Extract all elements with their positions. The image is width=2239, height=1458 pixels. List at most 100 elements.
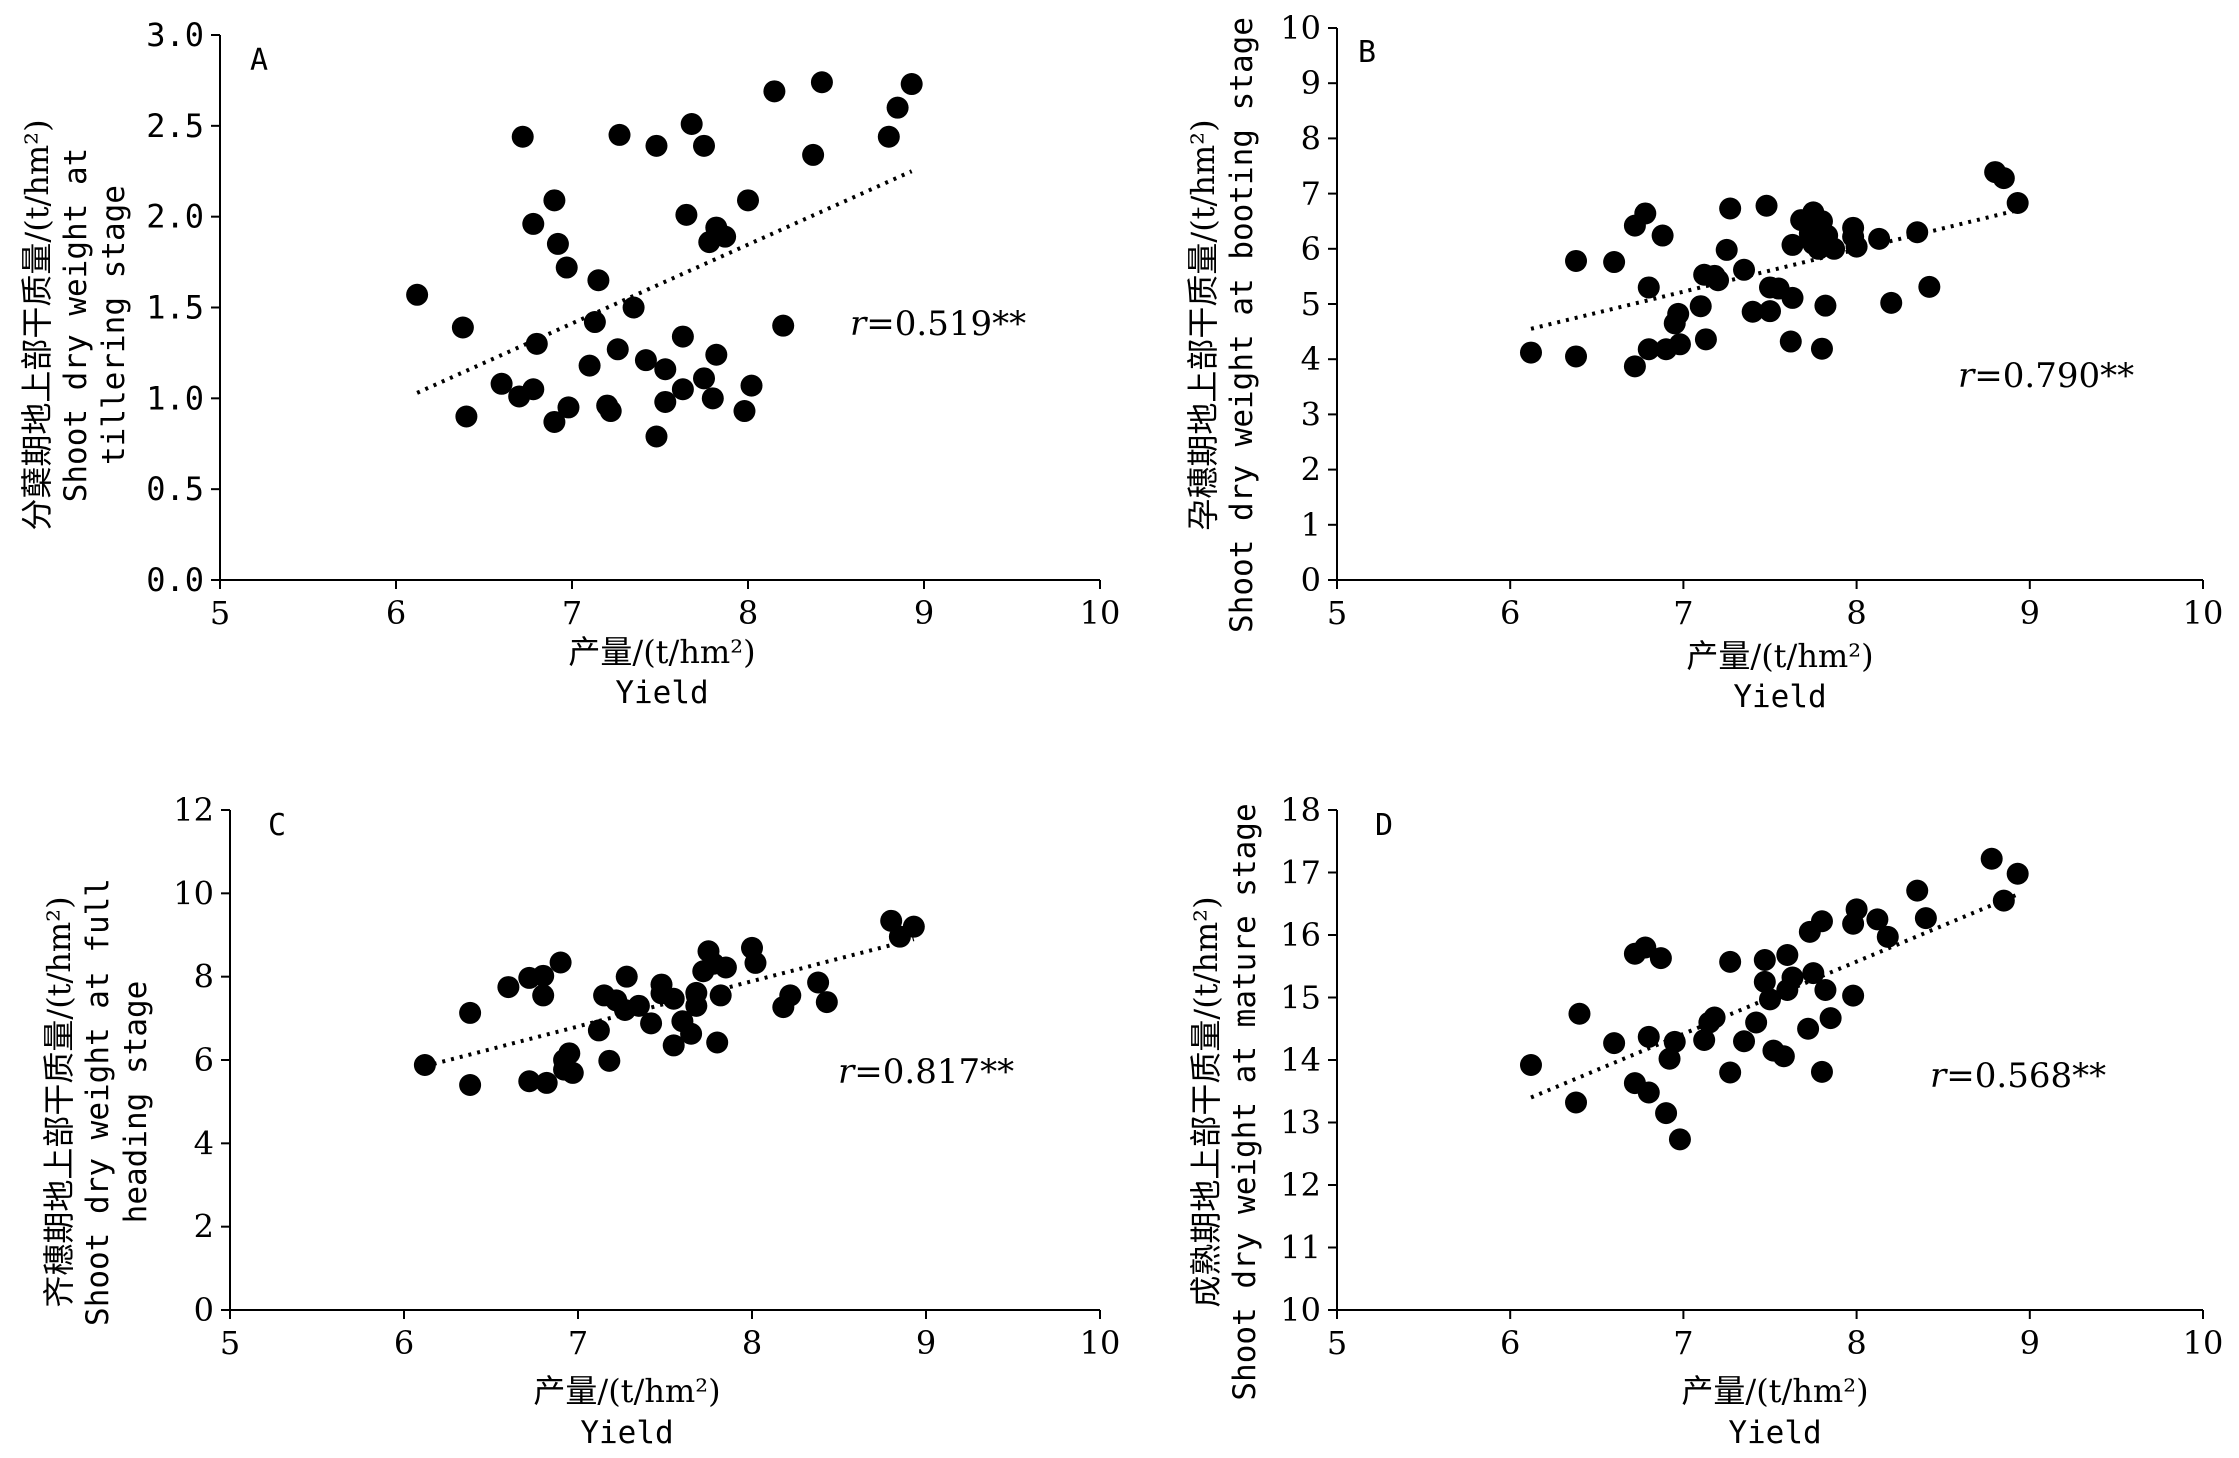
data-point-b: [1719, 197, 1742, 220]
data-point-b: [1715, 238, 1738, 261]
y-axis-label-d: 成熟期地上部干质量/(t/hm²) Shoot dry weight at ma…: [1187, 803, 1263, 1400]
data-point-d: [1637, 1081, 1660, 1104]
x-tick-label-a: 9: [914, 594, 934, 632]
data-point-a: [900, 73, 923, 96]
data-point-c: [535, 1071, 558, 1094]
data-point-c: [685, 994, 708, 1017]
data-point-b: [1623, 355, 1646, 378]
data-point-b: [1779, 330, 1802, 353]
data-point-d: [1992, 889, 2015, 912]
data-point-d: [1693, 1029, 1716, 1051]
data-point-b: [1519, 341, 1542, 364]
r-text-a: =0.519**: [866, 304, 1026, 344]
data-point-d: [1781, 966, 1804, 989]
data-point-c: [815, 991, 838, 1014]
data-point-a: [701, 387, 724, 410]
data-point-c: [902, 915, 925, 938]
data-point-c: [640, 1012, 663, 1035]
x-tick-label-d: 10: [2183, 1324, 2224, 1362]
data-point-d: [1719, 950, 1742, 973]
data-point-a: [693, 367, 715, 390]
x-tick-label-d: 9: [2020, 1324, 2040, 1362]
x-label-en-d: Yield: [1728, 1415, 1821, 1451]
data-point-c: [627, 994, 650, 1017]
y-label-line-a-1: 分蘖期地上部干质量/(t/hm²): [18, 119, 56, 530]
data-point-d: [1658, 1047, 1681, 1070]
y-tick-label-c: 12: [173, 791, 214, 829]
data-point-a: [608, 123, 631, 146]
y-tick-label-d: 17: [1280, 854, 1321, 892]
data-point-a: [511, 125, 534, 148]
data-point-b: [1906, 221, 1929, 244]
data-point-b: [1603, 251, 1626, 274]
data-point-a: [546, 232, 569, 255]
data-point-a: [583, 311, 606, 334]
y-tick-label-b: 10: [1280, 9, 1321, 47]
data-point-a: [740, 374, 763, 397]
trend-line-a: [416, 169, 913, 395]
y-tick-label-d: 10: [1280, 1291, 1321, 1329]
data-point-d: [1776, 944, 1799, 966]
data-point-c: [413, 1054, 436, 1076]
y-label-line-a-2: Shoot dry weight at: [58, 148, 94, 503]
data-point-b: [1741, 300, 1764, 323]
data-point-b: [1823, 237, 1846, 260]
x-tick-label-a: 7: [562, 594, 582, 632]
data-point-d: [1703, 1006, 1726, 1029]
data-point-c: [680, 1022, 703, 1045]
data-point-a: [599, 400, 622, 423]
x-tick-label-d: 8: [1846, 1324, 1866, 1362]
data-point-c: [662, 1034, 685, 1057]
y-tick-label-c: 8: [194, 958, 214, 996]
x-tick-label-c: 10: [1080, 1324, 1121, 1362]
data-point-a: [705, 343, 728, 366]
data-point-d: [1603, 1032, 1626, 1055]
data-point-c: [744, 951, 767, 974]
data-point-d: [1797, 1017, 1820, 1040]
data-point-b: [1668, 333, 1691, 356]
x-tick-label-b: 10: [2183, 594, 2224, 632]
data-point-b: [1634, 202, 1657, 225]
panel-label-d: D: [1375, 808, 1393, 843]
data-point-d: [1842, 984, 1865, 1007]
data-point-a: [578, 354, 601, 377]
data-point-d: [1810, 910, 1833, 933]
data-point-a: [622, 296, 645, 319]
y-tick-label-d: 13: [1280, 1104, 1321, 1142]
data-point-b: [1637, 276, 1660, 299]
x-tick-label-d: 5: [1327, 1324, 1347, 1362]
x-tick-label-b: 8: [1846, 594, 1866, 632]
data-point-c: [558, 1042, 581, 1065]
data-point-a: [877, 125, 900, 148]
data-point-d: [2006, 862, 2029, 885]
data-point-c: [518, 1070, 541, 1093]
data-point-a: [645, 134, 668, 157]
data-point-b: [1810, 337, 1833, 360]
data-point-c: [549, 951, 572, 974]
panel-label-b: B: [1358, 35, 1376, 70]
y-tick-label-b: 7: [1301, 175, 1321, 213]
panel-c: C r=0.817** 齐穗期地上部干质量/(t/hm²) Shoot dry …: [40, 791, 1120, 1451]
data-point-c: [532, 984, 555, 1007]
y-tick-label-a: 2.0: [146, 198, 204, 236]
r-text-d: =0.568**: [1946, 1056, 2106, 1096]
panel-d: D r=0.568** 成熟期地上部干质量/(t/hm²) Shoot dry …: [1187, 791, 2223, 1451]
x-label-en-c: Yield: [580, 1415, 673, 1451]
data-point-c: [497, 976, 520, 999]
data-point-b: [1845, 235, 1868, 258]
y-label-line-d-2: Shoot dry weight at mature stage: [1227, 803, 1263, 1400]
data-point-a: [654, 390, 677, 413]
data-point-b: [1694, 328, 1717, 351]
data-point-b: [1707, 269, 1730, 292]
data-point-b: [1565, 249, 1588, 272]
data-point-c: [662, 987, 685, 1010]
data-point-b: [2006, 191, 2029, 214]
r-value-b: r=0.790**: [1958, 356, 2134, 396]
y-tick-label-d: 18: [1280, 791, 1321, 829]
y-tick-label-c: 2: [194, 1208, 214, 1246]
data-point-c: [615, 965, 638, 988]
y-axis-label-c: 齐穗期地上部干质量/(t/hm²) Shoot dry weight at fu…: [40, 878, 154, 1326]
x-tick-label-d: 7: [1673, 1324, 1693, 1362]
y-label-line-b-2: Shoot dry weight at booting stage: [1224, 17, 1260, 633]
y-tick-label-a: 1.5: [146, 289, 204, 327]
